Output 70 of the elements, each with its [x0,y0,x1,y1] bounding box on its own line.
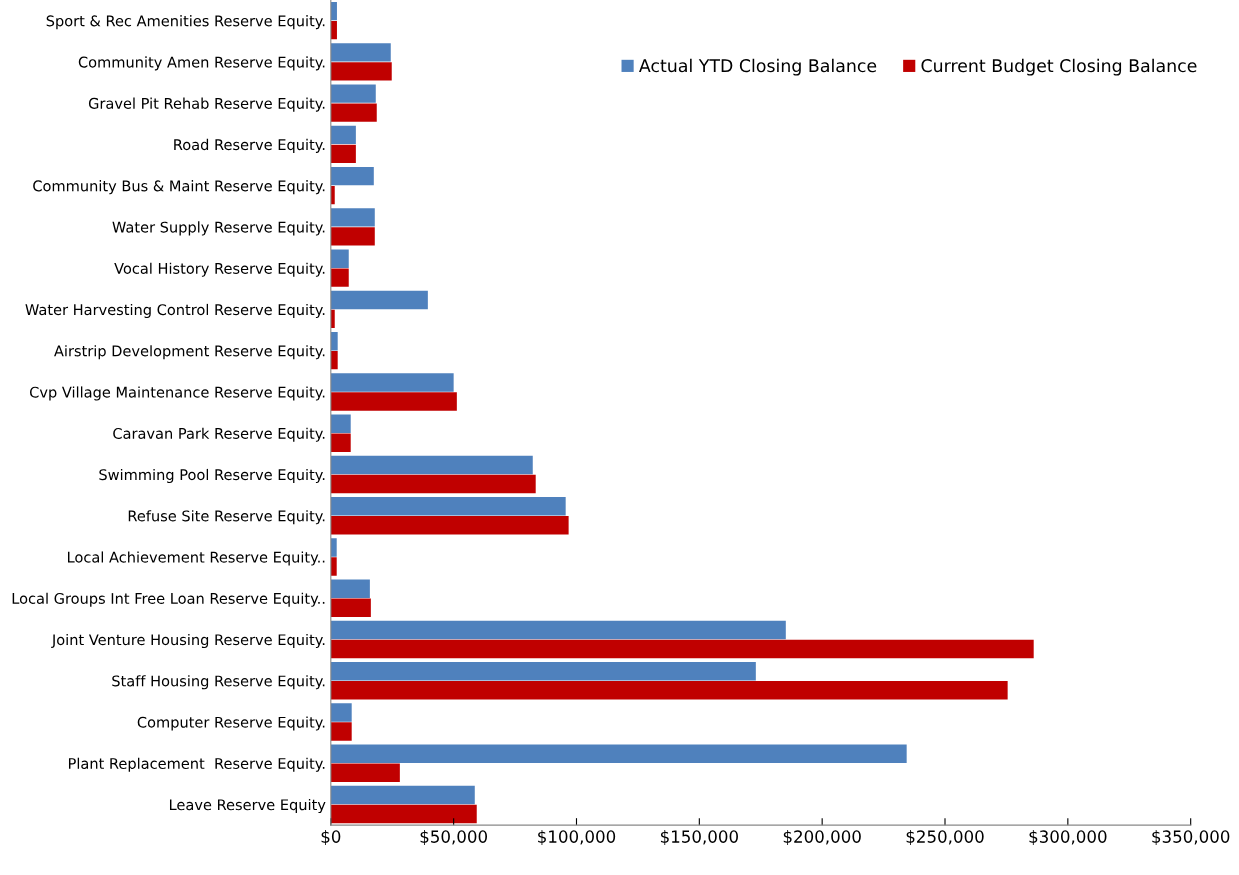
x-tick-label: $350,000 [1152,829,1230,846]
y-tick-label: Vocal History Reserve Equity. [114,262,325,277]
bar [330,331,338,351]
y-tick-label: Sport & Rec Amenities Reserve Equity. [46,15,325,30]
bar [330,84,376,103]
legend-label: Actual YTD Closing Balance [639,58,877,76]
bar [330,455,533,475]
y-tick-label: Community Bus & Maint Reserve Equity. [33,180,325,195]
bar [330,703,352,722]
bar [330,103,377,122]
bar [330,804,477,824]
bar [330,62,392,81]
bar [330,290,428,310]
y-tick-label: Plant Replacement Reserve Equity. [68,757,325,772]
bar [330,249,349,268]
bar [330,268,349,287]
bar [330,309,335,329]
y-tick-label: Gravel Pit Rehab Reserve Equity. [88,97,325,112]
y-tick-label: Local Achievement Reserve Equity.. [68,551,325,566]
y-tick-label: Swimming Pool Reserve Equity. [99,468,325,484]
bar [330,185,335,205]
bar [330,414,351,433]
bar [330,227,375,246]
y-tick-label: Local Groups Int Free Loan Reserve Equity.. [12,592,325,607]
bar [330,125,356,145]
bar [330,373,454,392]
y-tick-label: Water Harvesting Control Reserve Equity. [25,303,325,318]
bar [330,662,756,681]
bar [330,392,457,411]
bar [330,538,337,557]
bar [330,639,1034,659]
bar [330,785,475,805]
y-tick-label: Airstrip Development Reserve Equity. [54,345,325,360]
x-tick-label: $0 [321,829,341,846]
y-tick-label: Leave Reserve Equity [169,798,326,814]
bar [330,497,566,516]
x-tick-label: $250,000 [906,829,984,846]
bar [330,722,352,741]
y-tick-label: Water Supply Reserve Equity. [112,221,325,236]
bar [330,763,400,782]
bar [330,43,391,62]
bar [330,144,356,164]
bar [330,681,1008,700]
bar [330,515,569,535]
x-tick-label: $200,000 [783,829,861,846]
x-tick-label: $100,000 [538,829,616,846]
bar [330,744,907,763]
y-tick-label: Community Amen Reserve Equity. [78,56,325,71]
x-tick-label: $150,000 [660,829,738,846]
bar [330,208,375,227]
y-tick-label: Staff Housing Reserve Equity. [112,675,325,690]
bar [330,20,337,40]
bar [330,1,337,21]
bar [330,474,536,494]
bar [330,598,371,617]
y-tick-label: Computer Reserve Equity. [137,716,325,731]
bar [330,166,374,186]
bar [330,557,337,576]
bar [330,620,786,640]
bar [330,433,351,452]
bar [330,579,370,598]
x-tick-label: $50,000 [420,829,487,846]
y-tick-label: Refuse Site Reserve Equity. [128,510,325,525]
legend-label: Current Budget Closing Balance [921,58,1197,76]
x-tick-label: $300,000 [1029,829,1107,846]
bar [330,350,338,370]
y-tick-label: Joint Venture Housing Reserve Equity. [51,633,325,649]
y-tick-label: Caravan Park Reserve Equity. [113,427,325,442]
y-tick-label: Road Reserve Equity. [174,138,325,153]
y-tick-label: Cvp Village Maintenance Reserve Equity. [29,386,325,401]
